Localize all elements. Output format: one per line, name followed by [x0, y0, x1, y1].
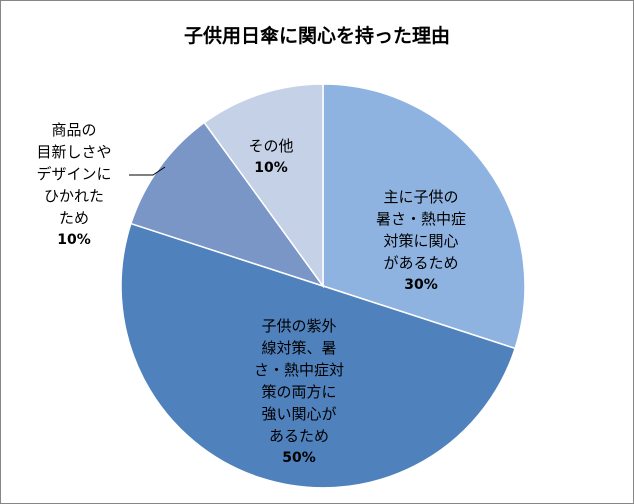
- slice-label-design: 商品の 目新しさや デザインに ひかれた ため 10%: [19, 97, 129, 273]
- slice-label-other: その他 10%: [226, 113, 316, 201]
- slice-label-text: 子供の紫外 線対策、暑 さ・熱中症対 策の両方に 強い関心が あるため: [253, 317, 344, 445]
- slice-value-label: 10%: [57, 232, 91, 248]
- slice-label-kids-heat: 主に子供の 暑さ・熱中症 対策に関心 があるため 30%: [356, 164, 486, 318]
- slice-design: [129, 121, 325, 288]
- leader-line: [129, 166, 166, 176]
- slice-value-label: 50%: [282, 450, 316, 466]
- slice-kids-heat: [322, 83, 526, 350]
- chart-title: 子供用日傘に関心を持った理由: [183, 25, 450, 47]
- slice-label-both: 子供の紫外 線対策、暑 さ・熱中症対 策の両方に 強い関心が あるため 50%: [224, 293, 374, 491]
- slice-other: [203, 83, 324, 289]
- slice-value-label: 10%: [254, 160, 288, 176]
- slice-label-text: 主に子供の 暑さ・熱中症 対策に関心 があるため: [375, 188, 466, 272]
- slice-both: [120, 222, 517, 489]
- slice-label-text: その他: [248, 137, 294, 155]
- slice-label-text: 商品の 目新しさや デザインに ひかれた ため: [36, 121, 112, 227]
- slice-value-label: 30%: [404, 277, 438, 293]
